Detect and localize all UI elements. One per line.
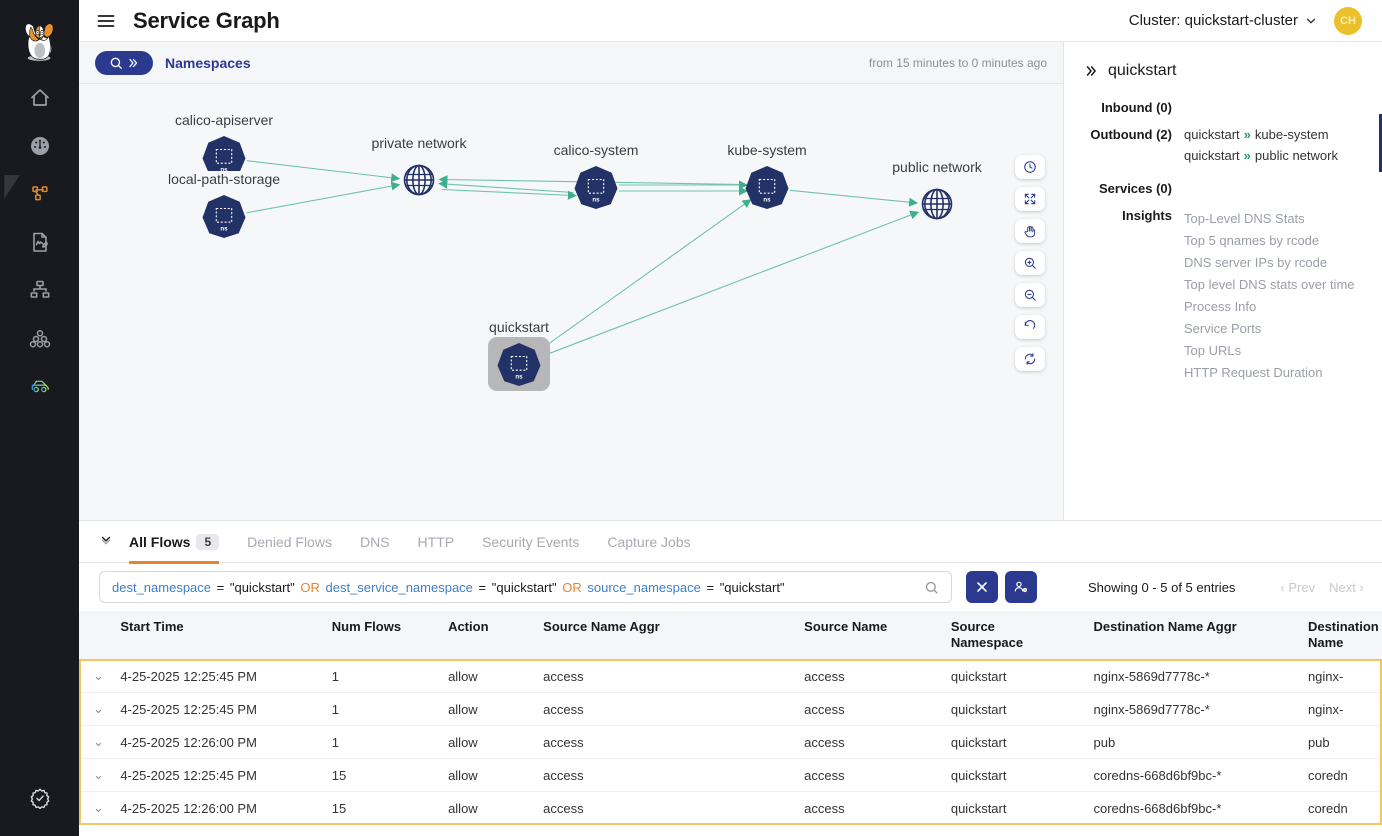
svg-text:ns: ns xyxy=(220,226,228,233)
svg-text:ns: ns xyxy=(515,374,523,381)
svg-text:ns: ns xyxy=(592,197,600,204)
svg-text:ns: ns xyxy=(763,197,771,204)
